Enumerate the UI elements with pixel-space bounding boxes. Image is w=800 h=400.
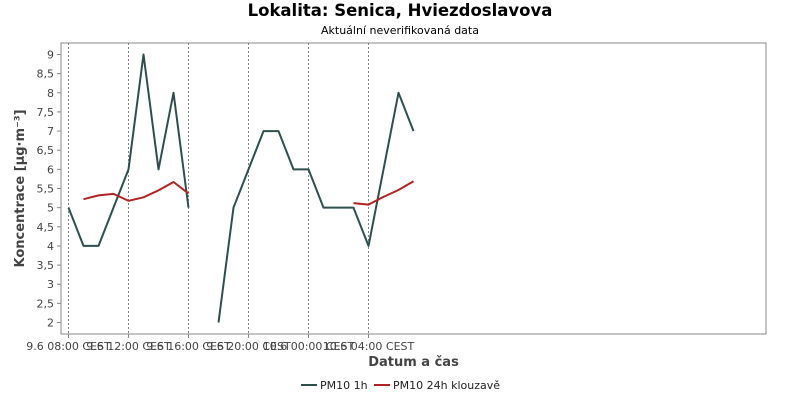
x-tick-label: 9.6 08:00 CEST <box>26 340 111 353</box>
y-tick-label: 2 <box>47 317 54 330</box>
y-tick-label: 7 <box>47 125 54 138</box>
series-line-1 <box>67 53 190 247</box>
x-tick-label: 9.6 12:00 CEST <box>86 340 171 353</box>
y-tick-label: 4,5 <box>37 221 55 234</box>
x-tick-label: 10.6 00:00 CEST <box>263 340 355 353</box>
y-tick-label: 8,5 <box>37 68 55 81</box>
series-line-2 <box>353 180 415 206</box>
x-axis-label: Datum a čas <box>368 355 459 370</box>
legend-label-2: PM10 24h klouzavě <box>393 379 500 392</box>
y-tick-label: 4 <box>47 240 54 253</box>
y-tick-label: 9 <box>47 48 54 61</box>
x-tick-label: 10.6 04:00 CEST <box>323 340 415 353</box>
y-tick-label: 2,5 <box>37 297 55 310</box>
chart-title: Lokalita: Senica, Hviezdoslavova <box>247 1 553 20</box>
y-tick-label: 6 <box>47 163 54 176</box>
y-tick-label: 3 <box>47 278 54 291</box>
y-tick-label: 7,5 <box>37 106 55 119</box>
x-tick-label: 9.6 16:00 CEST <box>146 340 231 353</box>
plot-area <box>60 42 767 335</box>
y-tick-label: 6,5 <box>37 144 55 157</box>
y-tick-label: 3,5 <box>37 259 55 272</box>
y-tick-label: 8 <box>47 87 54 100</box>
legend-label-1: PM10 1h <box>320 379 368 392</box>
series-line-1 <box>217 91 415 323</box>
y-tick-label: 5,5 <box>37 183 55 196</box>
y-tick-label: 5 <box>47 202 54 215</box>
series-line-2 <box>83 181 190 202</box>
x-tick-label: 9.6 20:00 CEST <box>206 340 291 353</box>
chart-subtitle: Aktuální neverifikovaná data <box>321 24 479 37</box>
y-axis-label: Koncentrace [µg·m⁻³] <box>13 109 28 267</box>
